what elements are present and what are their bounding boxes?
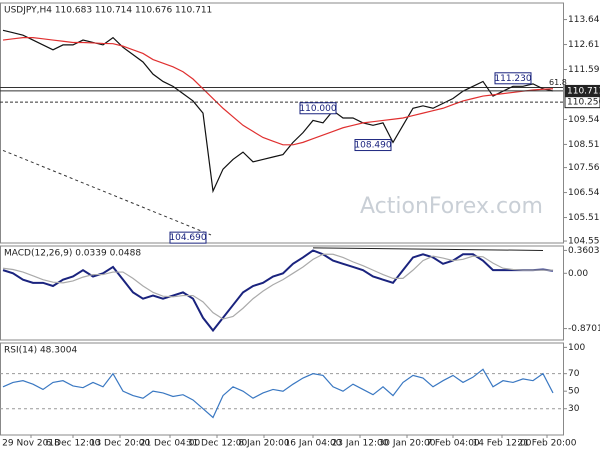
x-tick-label: 8 Jan 20:00 bbox=[238, 439, 290, 449]
macd-resistance bbox=[312, 247, 544, 251]
y-tick-label: 100 bbox=[568, 343, 585, 353]
panel-frame bbox=[0, 245, 564, 341]
series-line bbox=[2, 249, 554, 333]
trend-line bbox=[2, 149, 212, 236]
y-tick-label: 0.00 bbox=[568, 269, 588, 279]
watermark: ActionForex.com bbox=[360, 194, 543, 219]
panel-title: RSI(14) 48.3004 bbox=[4, 346, 77, 356]
x-tick-label: 21 Dec 04:00 bbox=[140, 439, 201, 449]
x-tick-label: 31 Dec 12:00 bbox=[187, 439, 248, 449]
y-tick-label: 111.590 bbox=[568, 65, 600, 75]
y-tick-label: -0.8701 bbox=[568, 324, 600, 334]
y-tick-label: 106.540 bbox=[568, 188, 600, 198]
y-tick-label: 112.615 bbox=[568, 40, 600, 50]
series-line bbox=[2, 368, 554, 419]
x-tick-label: 23 Jan 12:00 bbox=[332, 439, 389, 449]
panel-frame bbox=[0, 342, 564, 436]
y-tick-label: 0.3603 bbox=[568, 246, 600, 256]
x-tick-label: 14 Feb 12:00 bbox=[472, 439, 531, 449]
annotation-label: 111.230 bbox=[494, 74, 531, 84]
y-tick-label: 50 bbox=[568, 387, 580, 397]
y-tick-label: 108.515 bbox=[568, 140, 600, 150]
level-label: 110.711 bbox=[567, 86, 600, 96]
annotation-box bbox=[494, 72, 532, 85]
y-tick-label: 109.540 bbox=[568, 115, 600, 125]
series-line bbox=[2, 253, 553, 320]
fib-label: 61.8 bbox=[549, 78, 567, 87]
x-tick-label: 21 Feb 20:00 bbox=[517, 439, 576, 449]
annotation-box bbox=[299, 102, 337, 115]
x-tick-label: 30 Jan 20:00 bbox=[379, 439, 436, 449]
x-tick-label: 7 Feb 04:00 bbox=[426, 439, 480, 449]
level-box bbox=[564, 96, 600, 109]
x-tick-label: 6 Dec 12:00 bbox=[46, 439, 101, 449]
annotation-label: 110.000 bbox=[299, 104, 336, 114]
y-tick-label: 104.550 bbox=[568, 237, 600, 247]
series-line bbox=[2, 36, 554, 146]
annotation-label: 104.690 bbox=[169, 233, 206, 243]
x-tick-label: 29 Nov 2018 bbox=[2, 439, 60, 449]
x-tick-label: 16 Jan 04:00 bbox=[285, 439, 342, 449]
annotation-label: 108.490 bbox=[354, 141, 391, 151]
y-tick-label: 105.515 bbox=[568, 213, 600, 223]
y-tick-label: 113.640 bbox=[568, 15, 600, 25]
y-tick-label: 107.565 bbox=[568, 163, 600, 173]
panel-title: MACD(12,26,9) 0.0339 0.0488 bbox=[4, 249, 141, 259]
annotation-box bbox=[354, 139, 392, 152]
panel-title: USDJPY,H4 110.683 110.714 110.676 110.71… bbox=[4, 6, 212, 16]
panel-frame bbox=[0, 2, 564, 244]
y-tick-label: 30 bbox=[568, 404, 580, 414]
y-tick-label: 70 bbox=[568, 369, 580, 379]
level-label: 110.250 bbox=[567, 98, 600, 108]
annotation-box bbox=[169, 231, 207, 244]
x-tick-label: 13 Dec 20:00 bbox=[90, 439, 151, 449]
series-line bbox=[2, 29, 554, 194]
